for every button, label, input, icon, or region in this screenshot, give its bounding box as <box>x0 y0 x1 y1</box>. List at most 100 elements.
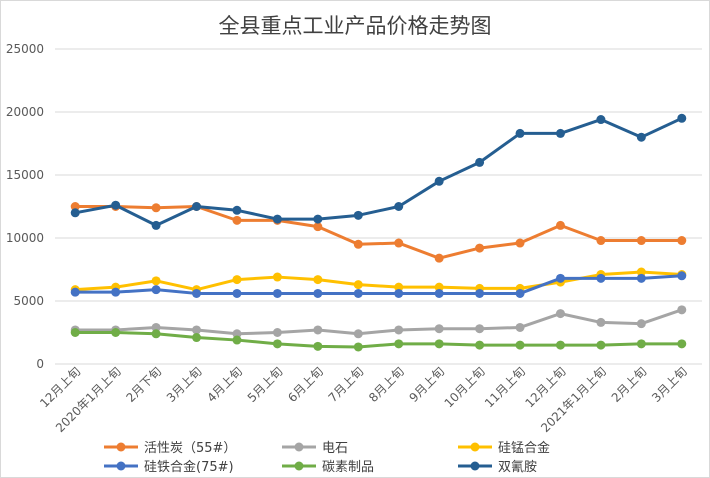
data-point <box>232 329 242 339</box>
data-point <box>434 288 444 298</box>
data-point <box>313 341 323 351</box>
data-point <box>272 214 282 224</box>
data-point <box>232 215 242 225</box>
data-point <box>434 339 444 349</box>
data-point <box>515 340 525 350</box>
legend-item: 硅铁合金(75#) <box>104 459 234 475</box>
data-point <box>555 309 565 319</box>
data-point <box>394 339 404 349</box>
data-point <box>596 340 606 350</box>
series-line <box>75 270 682 292</box>
data-point <box>192 325 202 335</box>
series-1 <box>70 305 687 339</box>
x-tick-label: 8月上旬 <box>366 364 407 405</box>
data-point <box>515 288 525 298</box>
series-5 <box>70 113 687 230</box>
data-point <box>353 280 363 290</box>
data-point <box>677 113 687 123</box>
data-point <box>232 275 242 285</box>
data-point <box>111 287 121 297</box>
data-point <box>313 325 323 335</box>
x-tick-label: 4月上旬 <box>204 364 245 405</box>
x-tick-label: 3月上旬 <box>164 364 205 405</box>
series-line <box>75 308 683 336</box>
data-point <box>151 285 161 295</box>
data-point <box>232 288 242 298</box>
data-point <box>353 239 363 249</box>
y-tick-label: 25000 <box>6 42 44 56</box>
data-point <box>272 339 282 349</box>
data-point <box>475 340 485 350</box>
y-tick-label: 0 <box>36 357 44 371</box>
data-point <box>313 288 323 298</box>
data-point <box>636 132 646 142</box>
data-point <box>70 287 80 297</box>
data-point <box>70 202 80 211</box>
data-point <box>636 273 646 283</box>
legend-marker <box>294 442 304 452</box>
data-point <box>475 324 485 334</box>
y-tick-label: 15000 <box>6 168 44 182</box>
data-point <box>353 210 363 220</box>
data-point <box>272 288 282 298</box>
data-point <box>394 282 404 292</box>
data-point <box>515 238 525 248</box>
x-tick-label: 5月上旬 <box>245 364 286 405</box>
data-point <box>677 339 687 349</box>
data-point <box>192 288 202 298</box>
x-tick-label: 10月上旬 <box>442 364 488 410</box>
data-point <box>313 222 323 232</box>
data-point <box>475 243 485 253</box>
x-tick-label: 2月上旬 <box>609 364 650 405</box>
x-tick-label: 3月上旬 <box>649 364 690 405</box>
data-point <box>70 208 80 218</box>
data-point <box>555 220 565 230</box>
legend-label: 电石 <box>322 441 348 456</box>
data-point <box>596 273 606 283</box>
data-point <box>111 328 121 337</box>
legend-label: 活性炭（55#） <box>144 441 236 456</box>
data-point <box>111 200 121 210</box>
data-point <box>394 202 404 211</box>
data-point <box>515 322 525 332</box>
data-point <box>232 335 242 345</box>
data-point <box>151 220 161 230</box>
legend-marker <box>470 442 480 452</box>
data-point <box>596 317 606 327</box>
x-tick-label: 6月上旬 <box>285 364 326 405</box>
data-point <box>353 329 363 339</box>
legend-item: 碳素制品 <box>282 460 374 475</box>
data-point <box>636 319 646 329</box>
data-point <box>475 157 485 167</box>
x-tick-label: 7月上旬 <box>326 364 367 405</box>
legend-item: 硅锰合金 <box>458 440 550 456</box>
data-point <box>353 342 363 352</box>
data-point <box>636 267 646 277</box>
data-point <box>555 273 565 283</box>
legend-item: 双氰胺 <box>458 459 537 475</box>
data-point <box>151 203 161 213</box>
series-4 <box>70 328 687 352</box>
data-point <box>677 271 687 281</box>
legend-marker <box>470 461 480 471</box>
legend-item: 活性炭（55#） <box>104 441 236 456</box>
data-point <box>192 333 202 343</box>
data-point <box>475 288 485 298</box>
legend-marker <box>294 461 304 471</box>
series-line <box>74 116 683 227</box>
data-point <box>151 329 161 339</box>
data-point <box>636 339 646 349</box>
data-point <box>394 288 404 298</box>
y-tick-label: 5000 <box>13 294 44 308</box>
data-point <box>353 288 363 298</box>
chart-title: 全县重点工业产品价格走势图 <box>219 14 492 38</box>
data-point <box>192 202 202 211</box>
legend-marker <box>116 461 126 471</box>
data-point <box>151 276 161 286</box>
data-point <box>151 322 161 332</box>
data-point <box>232 205 242 215</box>
y-tick-label: 10000 <box>6 231 44 245</box>
data-point <box>555 340 565 350</box>
data-point <box>515 128 525 138</box>
